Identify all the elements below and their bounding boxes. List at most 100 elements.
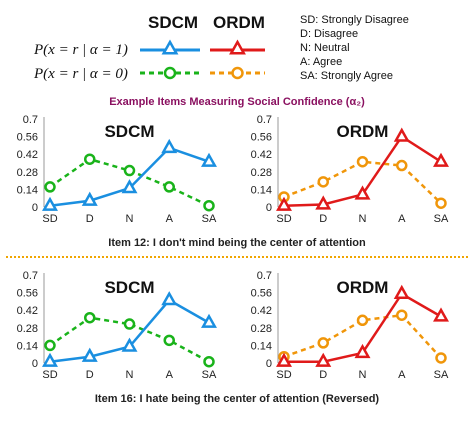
- chart-panel-3: 0 0.14 0.28 0.42 0.56 0.7 SD D N A SA SDCM: [17, 270, 217, 381]
- y-tick-label: 0: [266, 202, 272, 214]
- x-tick-label: D: [319, 369, 327, 381]
- legend-swatch-sdcm-alpha0: [140, 66, 200, 80]
- data-point: [393, 284, 410, 300]
- data-point: [123, 318, 136, 330]
- y-tick-label: 0: [266, 358, 272, 370]
- legend-model-a-label: SDCM: [148, 13, 198, 32]
- data-point: [203, 355, 215, 368]
- y-tick-label: 0.28: [251, 167, 272, 179]
- legend-swatches: [140, 39, 265, 80]
- y-tick-label: 0.28: [17, 167, 38, 179]
- data-point: [44, 181, 56, 193]
- x-tick-label: SD: [276, 213, 291, 225]
- chart-panel-1: 0 0.14 0.28 0.42 0.56 0.7 SD D N A SA SDCM: [17, 114, 217, 225]
- series-line: [49, 157, 210, 207]
- x-tick-label: SA: [202, 213, 217, 225]
- data-point: [84, 311, 96, 324]
- separator-line: [6, 256, 468, 258]
- legend-row1-label: P(x = r | α = 1): [33, 42, 128, 58]
- chart-title: SDCM: [104, 122, 154, 141]
- scale-key-item: SA: Strongly Agree: [300, 70, 393, 82]
- data-point: [433, 152, 449, 167]
- data-point: [396, 309, 408, 321]
- y-tick-label: 0.42: [17, 149, 38, 161]
- data-point: [84, 153, 96, 165]
- data-point: [315, 352, 332, 367]
- legend-model-b-label: ORDM: [213, 13, 265, 32]
- y-tick-label: 0.28: [17, 323, 38, 335]
- section-title: Example Items Measuring Social Confidenc…: [109, 96, 365, 108]
- data-point: [163, 334, 175, 347]
- x-tick-label: D: [319, 213, 327, 225]
- chart-title: SDCM: [104, 278, 154, 297]
- x-tick-label: SA: [434, 369, 449, 381]
- data-point: [121, 337, 138, 352]
- data-point: [276, 352, 292, 367]
- scale-key-item: SD: Strongly Disagree: [300, 14, 409, 26]
- data-point: [201, 313, 217, 328]
- x-tick-label: N: [126, 213, 134, 225]
- scale-key-item: A: Agree: [300, 56, 342, 68]
- y-tick-label: 0.42: [17, 305, 38, 317]
- y-tick-label: 0.14: [251, 340, 272, 352]
- data-point: [44, 339, 56, 352]
- y-tick-label: 0: [32, 202, 38, 214]
- x-tick-label: SD: [42, 213, 57, 225]
- y-tick-label: 0.14: [251, 184, 272, 196]
- data-point: [81, 347, 98, 362]
- data-point: [317, 337, 329, 349]
- series-alpha0: [44, 311, 215, 368]
- x-tick-label: A: [166, 213, 174, 225]
- data-point: [42, 352, 58, 367]
- chart-panels: 0 0.14 0.28 0.42 0.56 0.7 SD D N A SA SDCM 0 0.14 0.28…: [17, 114, 449, 381]
- y-tick-label: 0.42: [251, 149, 272, 161]
- scale-key-item: D: Disagree: [300, 28, 358, 40]
- y-tick-label: 0.7: [23, 270, 38, 282]
- data-point: [121, 179, 138, 194]
- data-point: [161, 291, 178, 306]
- legend-row2-label: P(x = r | α = 0): [33, 66, 128, 82]
- x-tick-label: N: [359, 369, 367, 381]
- data-point: [435, 352, 447, 364]
- series-alpha1: [42, 138, 217, 211]
- series-line: [49, 316, 210, 363]
- x-tick-label: A: [166, 369, 174, 381]
- y-tick-label: 0.56: [251, 288, 272, 300]
- x-tick-label: SA: [202, 369, 217, 381]
- legend: SDCM ORDM P(x = r | α = 1) P(x = r | α =…: [33, 13, 265, 82]
- series-line: [283, 313, 442, 359]
- data-point: [433, 307, 449, 322]
- data-point: [276, 196, 292, 211]
- data-point: [161, 138, 178, 154]
- x-tick-label: A: [398, 213, 406, 225]
- chart-panel-2: 0 0.14 0.28 0.42 0.56 0.7 SD D N A SA ORDM: [251, 114, 449, 225]
- y-tick-label: 0.56: [17, 288, 38, 300]
- x-tick-label: A: [398, 369, 406, 381]
- y-tick-label: 0.56: [251, 132, 272, 144]
- scale-key: SD: Strongly Disagree D: Disagree N: Neu…: [300, 14, 409, 82]
- data-point: [163, 181, 175, 193]
- series-alpha0: [44, 153, 215, 212]
- series-line: [283, 160, 442, 205]
- data-point: [393, 127, 410, 142]
- y-tick-label: 0.42: [251, 305, 272, 317]
- x-tick-label: N: [126, 369, 134, 381]
- data-point: [203, 199, 215, 212]
- y-tick-label: 0.7: [257, 114, 272, 126]
- caption-item-16: Item 16: I hate being the center of atte…: [95, 393, 380, 405]
- x-tick-label: N: [359, 213, 367, 225]
- series-alpha1: [42, 291, 217, 367]
- chart-panel-4: 0 0.14 0.28 0.42 0.56 0.7 SD D N A SA ORDM: [251, 270, 449, 381]
- series-line: [49, 298, 210, 363]
- series-line: [49, 146, 210, 207]
- data-point: [42, 196, 58, 211]
- caption-item-12: Item 12: I don't mind being the center o…: [108, 237, 366, 249]
- series-alpha1: [276, 284, 449, 367]
- data-point: [354, 343, 371, 359]
- x-tick-label: SA: [434, 213, 449, 225]
- data-point: [317, 176, 329, 188]
- data-point: [396, 159, 408, 172]
- series-alpha1: [276, 127, 449, 211]
- scale-key-item: N: Neutral: [300, 42, 350, 54]
